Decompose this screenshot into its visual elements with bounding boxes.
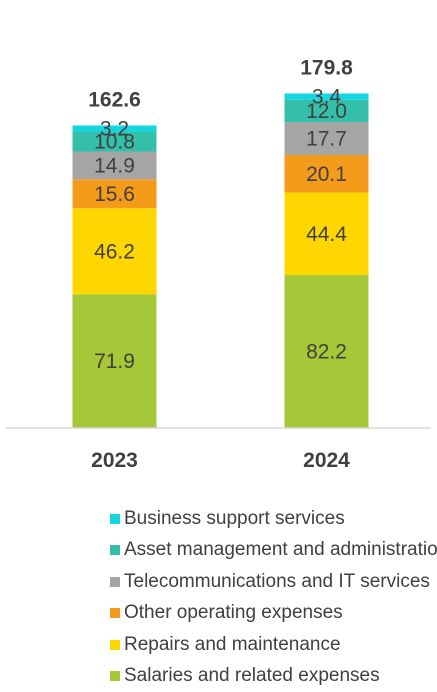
legend-item: Other operating expenses xyxy=(110,598,437,630)
legend-item: Telecommunications and IT services xyxy=(110,566,437,598)
legend-label: Telecommunications and IT services xyxy=(124,571,430,593)
legend-swatch xyxy=(110,514,120,524)
legend-item: Repairs and maintenance xyxy=(110,629,437,661)
data-label-2024-2: 44.4 xyxy=(306,223,347,246)
data-label-2023-6: 3.2 xyxy=(100,117,129,140)
legend-swatch xyxy=(110,671,120,681)
legend-label: Asset management and administration xyxy=(124,539,437,561)
legend-swatch xyxy=(110,545,120,555)
data-label-2023-4: 14.9 xyxy=(94,154,135,177)
data-label-2024-1: 82.2 xyxy=(306,341,347,364)
data-label-2024-3: 20.1 xyxy=(306,163,347,186)
data-label-2024-4: 17.7 xyxy=(306,128,347,151)
data-label-2023-1: 71.9 xyxy=(94,350,135,373)
total-label-2023: 162.6 xyxy=(88,88,141,111)
category-labels-layer: 2023 2024 xyxy=(91,449,350,472)
data-label-2023-2: 46.2 xyxy=(94,240,135,263)
legend-label: Business support services xyxy=(124,508,345,530)
x-tick-label-2023: 2023 xyxy=(91,449,138,472)
stacked-bar-chart: 71.946.215.614.910.83.2162.682.244.420.1… xyxy=(0,0,437,490)
legend-swatch xyxy=(110,640,120,650)
legend-label: Other operating expenses xyxy=(124,602,343,624)
legend-item: Salaries and related expenses xyxy=(110,661,437,692)
legend-item: Business support services xyxy=(110,503,437,535)
total-label-2024: 179.8 xyxy=(300,56,353,79)
legend-label: Repairs and maintenance xyxy=(124,634,341,656)
x-tick-label-2024: 2024 xyxy=(303,449,350,472)
data-label-2023-3: 15.6 xyxy=(94,183,135,206)
data-label-2024-6: 3.4 xyxy=(312,86,342,109)
legend: Business support services Asset managemen… xyxy=(110,503,437,692)
legend-swatch xyxy=(110,577,120,587)
legend-swatch xyxy=(110,608,120,618)
legend-item: Asset management and administration xyxy=(110,535,437,567)
